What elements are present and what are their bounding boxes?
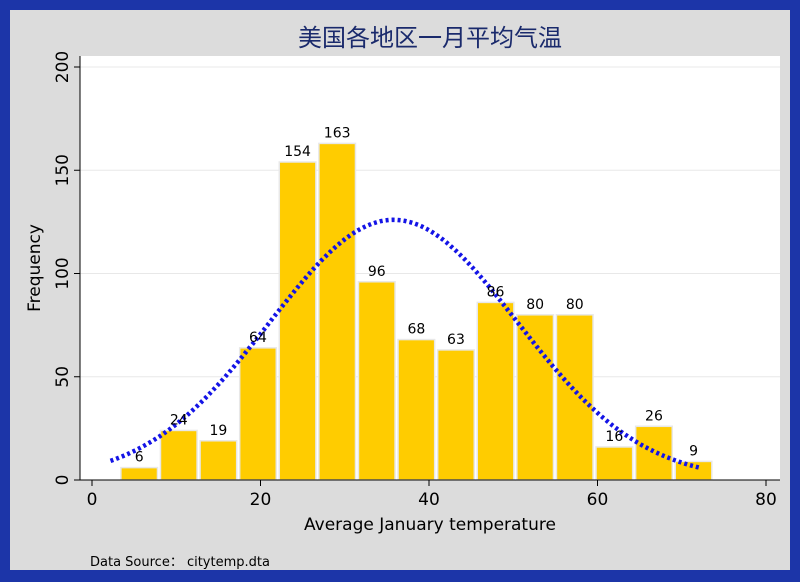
y-axis-ticks: 0 50 100 150 200 <box>53 51 80 486</box>
data-source-note: Data Source： citytemp.dta <box>90 555 270 570</box>
normal-density-curve <box>109 217 701 471</box>
chart-panel: 美国各地区一月平均气温 6 24 19 64 154 163 96 68 63 86 80 80 16 2… <box>10 10 790 570</box>
chart-title: 美国各地区一月平均气温 <box>298 24 562 52</box>
gridlines <box>80 66 780 378</box>
y-axis-label: Frequency <box>25 224 45 312</box>
y-tick-label: 100 <box>53 257 73 289</box>
bar <box>318 142 357 481</box>
bar-value-label: 6 <box>135 450 144 466</box>
y-tick-label: 200 <box>53 51 73 83</box>
x-axis-ticks: 0 20 40 60 80 <box>87 480 777 510</box>
bar <box>238 347 278 481</box>
bar-value-label: 19 <box>209 423 227 439</box>
bar <box>199 440 238 481</box>
bar <box>436 349 476 481</box>
bar-value-label: 80 <box>566 297 584 313</box>
x-tick-label: 80 <box>755 490 777 510</box>
normal-curve <box>109 217 701 471</box>
x-tick-label: 40 <box>418 490 440 510</box>
bar-value-label: 96 <box>368 264 386 280</box>
y-tick-label: 50 <box>53 366 73 388</box>
bar-value-label: 64 <box>249 330 267 346</box>
y-tick-label: 0 <box>53 475 73 486</box>
bar <box>397 338 436 481</box>
x-tick-label: 0 <box>87 490 98 510</box>
bar-value-label: 24 <box>170 412 188 428</box>
bar <box>120 466 159 481</box>
bar <box>555 314 594 481</box>
bar-value-label: 86 <box>487 284 505 300</box>
x-axis-label: Average January temperature <box>304 515 556 535</box>
data-labels: 6 24 19 64 154 163 96 68 63 86 80 80 16 26 9 <box>135 125 698 465</box>
x-tick-label: 60 <box>587 490 609 510</box>
x-tick-label: 20 <box>250 490 272 510</box>
y-tick-label: 150 <box>53 154 73 186</box>
bar <box>595 446 634 481</box>
bar-value-label: 26 <box>645 408 663 424</box>
bar-value-label: 80 <box>526 297 544 313</box>
bar-value-label: 163 <box>324 125 351 141</box>
histogram-chart: 美国各地区一月平均气温 6 24 19 64 154 163 96 68 63 86 80 80 16 2… <box>25 24 780 535</box>
bar <box>634 425 673 481</box>
bar <box>476 301 515 481</box>
bar <box>159 429 198 481</box>
bar <box>516 314 555 481</box>
bar-value-label: 68 <box>407 322 425 338</box>
bar-value-label: 16 <box>605 429 623 445</box>
bar-value-label: 63 <box>447 332 465 348</box>
bar <box>278 161 317 481</box>
bar-value-label: 154 <box>284 144 311 160</box>
bar <box>357 281 396 481</box>
bar-value-label: 9 <box>689 443 698 459</box>
